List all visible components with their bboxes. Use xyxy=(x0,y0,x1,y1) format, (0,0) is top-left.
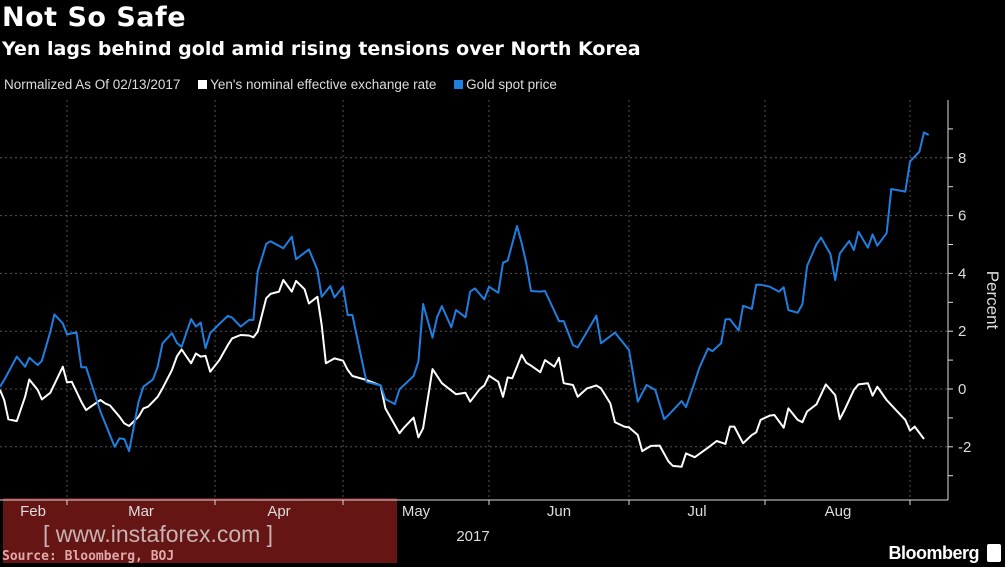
x-tick-label: Jun xyxy=(547,503,571,520)
x-tick-label: May xyxy=(402,503,431,520)
watermark-overlay: [ www.instaforex.com ] xyxy=(3,498,397,563)
legend-swatch-yen xyxy=(198,79,208,89)
y-tick-label: 2 xyxy=(958,323,966,340)
x-tick-label: Apr xyxy=(267,503,290,520)
bloomberg-chart-icon xyxy=(987,544,1001,562)
y-tick-label: 0 xyxy=(958,381,966,398)
y-tick-label: -2 xyxy=(958,439,971,456)
x-tick-label: Mar xyxy=(128,503,154,520)
chart-subtitle: Yen lags behind gold amid rising tension… xyxy=(2,38,641,60)
source-note: Source: Bloomberg, BOJ xyxy=(2,549,175,564)
x-axis-year-label: 2017 xyxy=(456,528,489,545)
legend-swatch-gold xyxy=(454,79,464,89)
watermark-text: [ www.instaforex.com ] xyxy=(43,521,274,547)
bloomberg-logo: Bloomberg xyxy=(888,543,979,563)
legend: Normalized As Of 02/13/2017 Yen's nomina… xyxy=(4,76,557,92)
series-line-yen xyxy=(0,279,925,468)
chart-title: Not So Safe xyxy=(2,2,187,33)
y-tick-label: 4 xyxy=(958,265,966,282)
legend-note: Normalized As Of 02/13/2017 xyxy=(4,76,181,92)
x-tick-label: Jul xyxy=(687,503,706,520)
legend-label-gold: Gold spot price xyxy=(466,76,557,92)
x-tick-label: Aug xyxy=(825,503,852,520)
x-tick-label: Feb xyxy=(20,503,46,520)
y-axis-label: Percent xyxy=(983,271,1002,330)
y-tick-label: 6 xyxy=(958,208,966,225)
y-tick-label: 8 xyxy=(958,150,966,167)
legend-label-yen: Yen's nominal effective exchange rate xyxy=(210,76,437,92)
series-line-gold xyxy=(0,131,930,453)
